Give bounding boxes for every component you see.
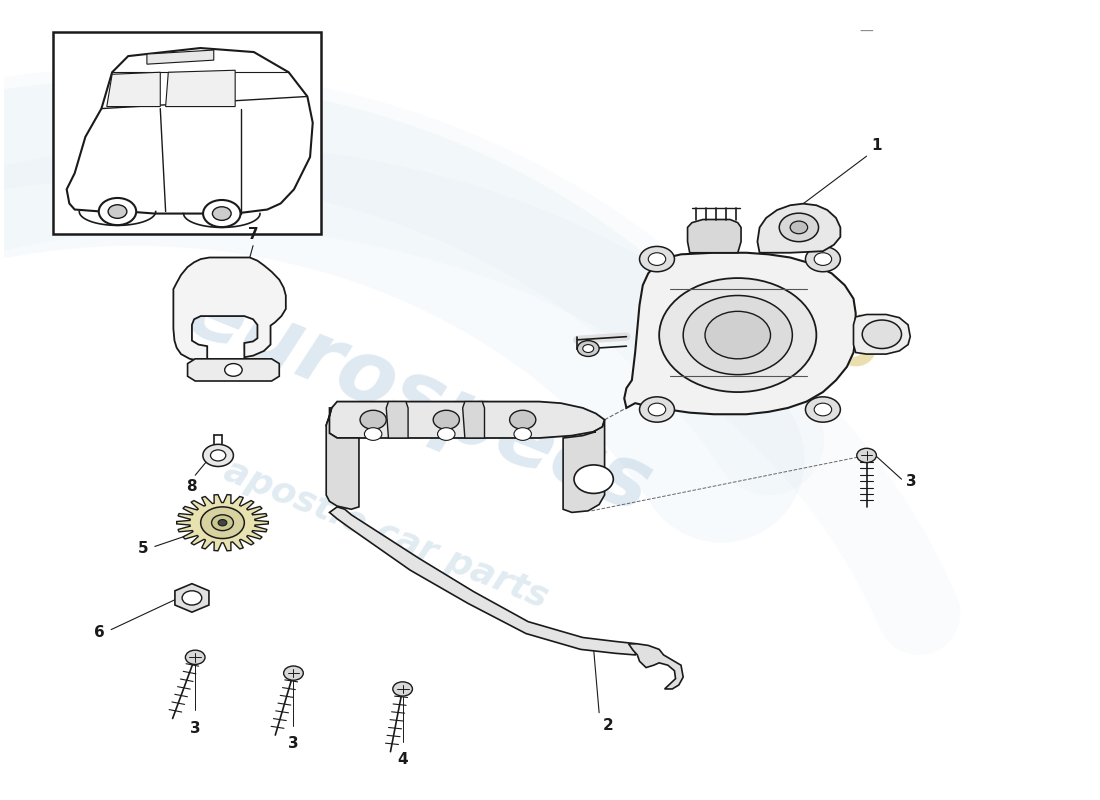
Circle shape [433, 410, 460, 430]
Polygon shape [624, 253, 856, 414]
Circle shape [790, 221, 807, 234]
Circle shape [659, 278, 816, 392]
Circle shape [364, 428, 382, 440]
Circle shape [805, 246, 840, 272]
Circle shape [200, 507, 244, 538]
Circle shape [857, 448, 877, 462]
Circle shape [639, 397, 674, 422]
Circle shape [578, 341, 600, 357]
Circle shape [683, 295, 792, 374]
Circle shape [202, 444, 233, 466]
Polygon shape [327, 408, 359, 510]
Text: —: — [860, 25, 873, 39]
Circle shape [284, 666, 304, 680]
Circle shape [648, 403, 666, 416]
Polygon shape [175, 584, 209, 612]
Circle shape [583, 345, 594, 353]
Polygon shape [327, 402, 605, 438]
Polygon shape [177, 494, 268, 551]
Text: 7: 7 [248, 226, 258, 242]
Circle shape [639, 246, 674, 272]
Circle shape [814, 253, 832, 266]
Circle shape [705, 311, 770, 359]
Circle shape [805, 397, 840, 422]
Circle shape [212, 206, 231, 220]
Text: 6: 6 [94, 626, 104, 640]
Polygon shape [758, 204, 840, 253]
Circle shape [360, 410, 386, 430]
Text: 8: 8 [187, 479, 197, 494]
Polygon shape [174, 258, 286, 361]
Polygon shape [330, 507, 637, 655]
Text: 3: 3 [190, 721, 200, 736]
Circle shape [210, 450, 225, 461]
Text: 4: 4 [397, 752, 408, 767]
Circle shape [862, 320, 902, 349]
Polygon shape [386, 402, 408, 438]
Polygon shape [147, 50, 213, 64]
Text: apostle car parts: apostle car parts [219, 454, 553, 615]
Text: eurospecs: eurospecs [174, 269, 664, 531]
Circle shape [814, 403, 832, 416]
Polygon shape [188, 359, 279, 381]
Polygon shape [166, 70, 235, 106]
Bar [53, 32, 321, 234]
Circle shape [393, 682, 412, 696]
Circle shape [108, 205, 126, 218]
Circle shape [514, 428, 531, 440]
Text: 5: 5 [138, 542, 148, 556]
Circle shape [218, 519, 227, 526]
Circle shape [438, 428, 455, 440]
Polygon shape [107, 72, 161, 106]
Text: 3: 3 [906, 474, 916, 489]
Polygon shape [67, 48, 312, 214]
Polygon shape [854, 314, 910, 354]
Circle shape [183, 590, 201, 605]
Text: 1: 1 [871, 138, 881, 153]
Polygon shape [688, 219, 741, 253]
Text: 2: 2 [603, 718, 613, 734]
Circle shape [509, 410, 536, 430]
Circle shape [211, 514, 233, 530]
Circle shape [224, 363, 242, 376]
Polygon shape [463, 402, 484, 438]
Text: 1985: 1985 [688, 254, 892, 388]
Circle shape [574, 465, 614, 494]
Circle shape [648, 253, 666, 266]
Text: 3: 3 [288, 737, 299, 751]
Circle shape [99, 198, 136, 225]
Circle shape [186, 650, 205, 665]
Polygon shape [563, 420, 605, 513]
Polygon shape [628, 644, 683, 689]
Circle shape [204, 200, 241, 227]
Circle shape [779, 213, 818, 242]
